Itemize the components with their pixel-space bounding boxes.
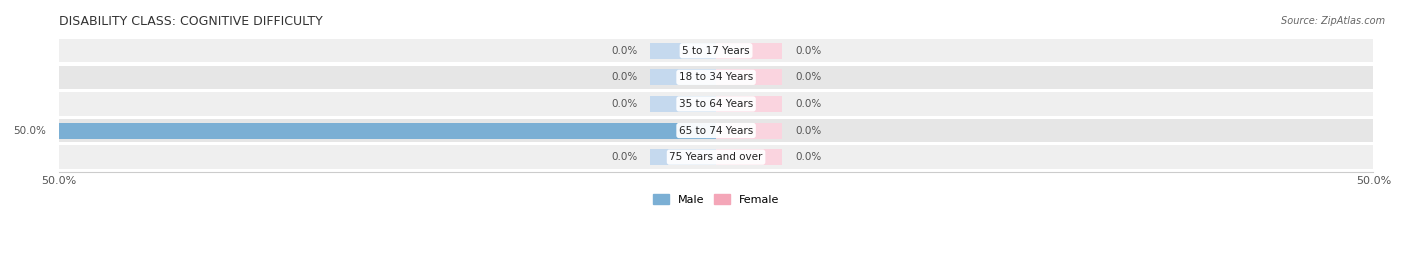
Legend: Male, Female: Male, Female <box>648 190 785 210</box>
Bar <box>59 39 1374 62</box>
Text: 0.0%: 0.0% <box>794 46 821 56</box>
Bar <box>716 149 782 165</box>
Text: 0.0%: 0.0% <box>794 152 821 162</box>
Text: 50.0%: 50.0% <box>13 126 45 136</box>
Text: Source: ZipAtlas.com: Source: ZipAtlas.com <box>1281 16 1385 26</box>
Text: 0.0%: 0.0% <box>612 46 637 56</box>
Text: 18 to 34 Years: 18 to 34 Years <box>679 72 754 82</box>
Bar <box>59 66 1374 89</box>
Text: 65 to 74 Years: 65 to 74 Years <box>679 126 754 136</box>
Bar <box>59 92 1374 116</box>
Text: DISABILITY CLASS: COGNITIVE DIFFICULTY: DISABILITY CLASS: COGNITIVE DIFFICULTY <box>59 15 322 28</box>
Bar <box>59 119 1374 142</box>
Text: 0.0%: 0.0% <box>794 72 821 82</box>
Bar <box>716 69 782 85</box>
Bar <box>59 123 716 139</box>
Text: 0.0%: 0.0% <box>612 99 637 109</box>
Text: 5 to 17 Years: 5 to 17 Years <box>682 46 749 56</box>
Text: 75 Years and over: 75 Years and over <box>669 152 763 162</box>
Text: 0.0%: 0.0% <box>612 72 637 82</box>
Bar <box>59 146 1374 169</box>
Text: 0.0%: 0.0% <box>794 126 821 136</box>
Bar <box>716 96 782 112</box>
Bar <box>651 43 716 59</box>
Bar <box>651 149 716 165</box>
Text: 35 to 64 Years: 35 to 64 Years <box>679 99 754 109</box>
Text: 0.0%: 0.0% <box>612 152 637 162</box>
Bar <box>651 69 716 85</box>
Bar <box>716 43 782 59</box>
Bar <box>716 123 782 139</box>
Bar <box>651 96 716 112</box>
Text: 0.0%: 0.0% <box>794 99 821 109</box>
